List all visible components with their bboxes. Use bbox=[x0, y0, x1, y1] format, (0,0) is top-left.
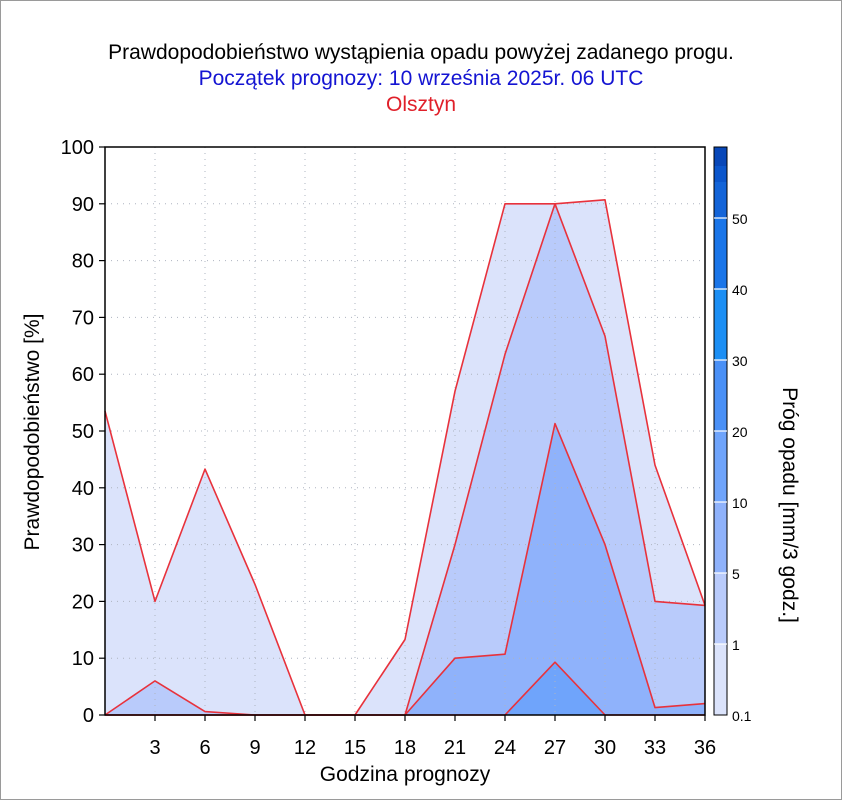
colorbar-segment bbox=[714, 166, 727, 182]
colorbar-segment bbox=[714, 573, 727, 644]
y-tick-label: 60 bbox=[72, 364, 94, 386]
x-tick-label: 18 bbox=[394, 737, 416, 759]
colorbar-segment bbox=[714, 502, 727, 573]
x-tick-label: 15 bbox=[344, 737, 366, 759]
colorbar-label: Próg opadu [mm/3 godz.] bbox=[778, 387, 801, 623]
y-tick-label: 50 bbox=[72, 421, 94, 443]
y-tick-label: 40 bbox=[72, 478, 94, 500]
colorbar-segment bbox=[714, 431, 727, 502]
colorbar-tick-label: 10 bbox=[732, 495, 748, 511]
x-tick-label: 27 bbox=[544, 737, 566, 759]
y-ticks: 0 10 20 30 40 50 60 70 80 90 100 bbox=[61, 137, 105, 727]
y-tick-label: 80 bbox=[72, 251, 94, 273]
x-tick-label: 33 bbox=[644, 737, 666, 759]
colorbar-segment bbox=[714, 182, 727, 218]
colorbar-tick-label: 0.1 bbox=[732, 708, 752, 724]
colorbar-tick-label: 1 bbox=[732, 637, 740, 653]
y-axis-label: Prawdopodobieństwo [%] bbox=[21, 314, 44, 551]
x-axis-label: Godzina prognozy bbox=[320, 763, 491, 786]
x-tick-label: 9 bbox=[249, 737, 260, 759]
x-tick-label: 36 bbox=[694, 737, 716, 759]
colorbar-segment bbox=[714, 289, 727, 360]
colorbar-segment bbox=[714, 147, 727, 166]
x-ticks: 3 6 9 12 15 18 21 24 27 30 33 36 bbox=[149, 715, 716, 759]
colorbar-tick-label: 30 bbox=[732, 353, 748, 369]
y-tick-label: 10 bbox=[72, 648, 94, 670]
colorbar-segment bbox=[714, 360, 727, 431]
colorbar-tick-label: 20 bbox=[732, 424, 748, 440]
y-tick-label: 20 bbox=[72, 591, 94, 613]
y-tick-label: 70 bbox=[72, 307, 94, 329]
chart-title: Prawdopodobieństwo wystąpienia opadu pow… bbox=[108, 41, 734, 64]
colorbar-tick-label: 5 bbox=[732, 566, 740, 582]
colorbar: 0.1 1 5 10 20 30 40 50 bbox=[713, 146, 752, 724]
x-tick-label: 24 bbox=[494, 737, 516, 759]
x-tick-label: 21 bbox=[444, 737, 466, 759]
y-tick-label: 100 bbox=[61, 137, 94, 159]
area-threshold-5 bbox=[105, 423, 705, 715]
y-tick-label: 0 bbox=[83, 705, 94, 727]
colorbar-tick-label: 50 bbox=[732, 211, 748, 227]
x-tick-label: 30 bbox=[594, 737, 616, 759]
series-line-0-1 bbox=[104, 199, 706, 716]
x-tick-label: 12 bbox=[294, 737, 316, 759]
y-tick-label: 30 bbox=[72, 535, 94, 557]
x-tick-label: 3 bbox=[149, 737, 160, 759]
grid-lines bbox=[105, 147, 705, 715]
y-tick-label: 90 bbox=[72, 194, 94, 216]
colorbar-segment bbox=[714, 644, 727, 715]
chart-subtitle: Początek prognozy: 10 września 2025r. 06… bbox=[198, 67, 644, 90]
colorbar-tick-label: 40 bbox=[732, 282, 748, 298]
chart-location: Olsztyn bbox=[385, 93, 456, 116]
colorbar-segment bbox=[714, 218, 727, 289]
x-tick-label: 6 bbox=[199, 737, 210, 759]
